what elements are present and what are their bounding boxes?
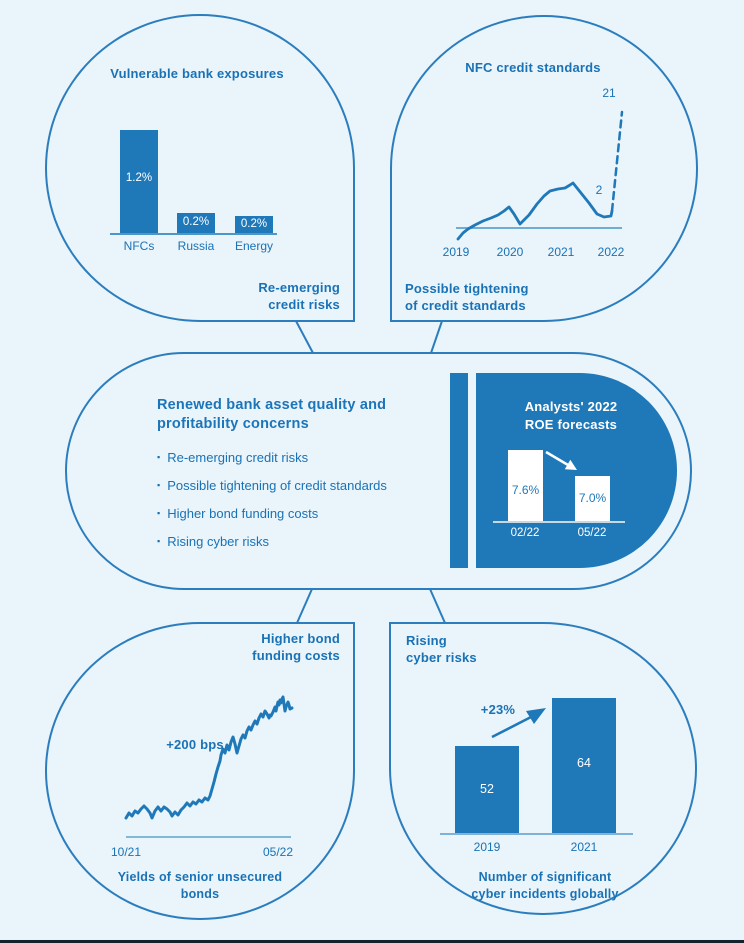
bar-energy: 0.2% <box>235 216 273 233</box>
bubble-credit-standards <box>390 15 698 322</box>
label-energy: Energy <box>234 239 274 253</box>
roe-label-0522: 05/22 <box>577 527 607 539</box>
roe-x-axis <box>493 521 625 523</box>
credit-risks-caption: Re-emerging credit risks <box>258 280 340 312</box>
roe-panel: Analysts' 2022 ROE forecasts 7.6% 7.0% 0… <box>476 373 677 568</box>
center-title: Renewed bank asset quality and profitabi… <box>157 397 387 432</box>
cyber-change-annotation: +23% <box>480 702 516 717</box>
credit-standards-series <box>456 181 614 241</box>
bubble-bond-funding <box>45 622 355 920</box>
cyber-incidents-caption: Number of significant cyber incidents gl… <box>471 870 619 901</box>
bubble-vulnerable-exposures <box>45 14 355 322</box>
tightening-caption: Possible tightening of credit standards <box>405 281 529 313</box>
bond-yield-line-chart <box>124 695 294 838</box>
page-bottom-rule <box>0 940 744 943</box>
bar-russia: 0.2% <box>177 213 215 233</box>
bullet-marker-icon: ▪ <box>157 452 161 462</box>
cyber-x-axis <box>440 833 633 835</box>
center-pill <box>65 352 692 590</box>
vulnerable-exposures-title: Vulnerable bank exposures <box>110 66 284 81</box>
label-nfcs: NFCs <box>123 239 155 253</box>
bullet-marker-icon: ▪ <box>157 508 161 518</box>
bond-funding-caption: Higher bond funding costs <box>252 631 340 663</box>
year-2020: 2020 <box>496 245 524 259</box>
bullet-marker-icon: ▪ <box>157 536 161 546</box>
bond-yield-series <box>124 695 294 820</box>
cyber-bar-2019: 52 <box>455 746 519 833</box>
roe-accent-slice <box>450 373 468 568</box>
bar-nfcs-value: 1.2% <box>125 172 153 184</box>
bullet-bond-costs: ▪ Higher bond funding costs <box>157 506 319 521</box>
roe-bar-0522-value: 7.0% <box>578 491 607 505</box>
bar-nfcs: 1.2% <box>120 130 158 233</box>
roe-bar-0222-value: 7.6% <box>511 483 540 497</box>
label-russia: Russia <box>177 239 215 253</box>
bond-yields-caption: Yields of senior unsecured bonds <box>117 870 283 901</box>
year-2019: 2019 <box>442 245 470 259</box>
year-2021: 2021 <box>547 245 575 259</box>
roe-bar-0522: 7.0% <box>575 476 610 521</box>
bubble-cyber-risks <box>389 622 697 915</box>
roe-bar-0222: 7.6% <box>508 450 543 521</box>
roe-title: Analysts' 2022 ROE forecasts <box>524 399 618 432</box>
bar-russia-value: 0.2% <box>182 216 210 228</box>
bullet-credit-standards: ▪ Possible tightening of credit standards <box>157 478 387 493</box>
credit-standards-line-chart <box>456 110 624 241</box>
credit-standards-title: NFC credit standards <box>465 60 601 75</box>
cyber-risks-caption: Rising cyber risks <box>406 633 477 665</box>
risk-bullet-list: ▪ Re-emerging credit risks ▪ Possible tigh… <box>157 450 487 562</box>
forecast-value-label: 21 <box>602 86 616 100</box>
credit-standards-forecast-dash <box>610 110 624 213</box>
bond-label-0522: 05/22 <box>262 845 294 859</box>
bullet-credit-risks: ▪ Re-emerging credit risks <box>157 450 309 465</box>
year-2022: 2022 <box>597 245 625 259</box>
bullet-cyber-risks: ▪ Rising cyber risks <box>157 534 270 549</box>
exposures-x-axis <box>110 233 277 235</box>
cyber-label-2019: 2019 <box>473 840 501 854</box>
cyber-bar-2021: 64 <box>552 698 616 833</box>
bond-label-1021: 10/21 <box>110 845 142 859</box>
bullet-marker-icon: ▪ <box>157 480 161 490</box>
cyber-bar-2021-value: 64 <box>577 756 591 770</box>
roe-label-0222: 02/22 <box>510 527 540 539</box>
cyber-bar-2019-value: 52 <box>480 782 494 796</box>
bar-energy-value: 0.2% <box>240 218 268 230</box>
latest-value-label: 2 <box>595 183 603 197</box>
bond-change-annotation: +200 bps <box>166 737 224 752</box>
cyber-label-2021: 2021 <box>570 840 598 854</box>
